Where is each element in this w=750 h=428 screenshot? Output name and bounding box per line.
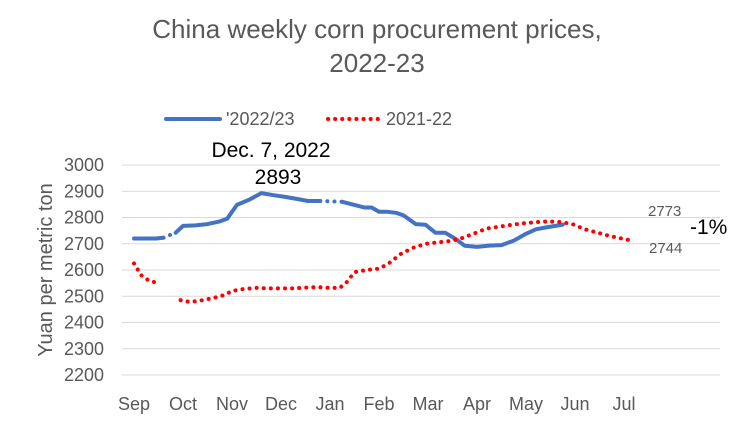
chart-title: China weekly corn procurement prices, — [152, 14, 601, 44]
x-tick-labels: Sep Oct Nov Dec Jan Feb Mar Apr May Jun Jul — [118, 394, 636, 414]
series-lines — [132, 191, 636, 304]
x-tick-label: Dec — [265, 394, 297, 414]
y-axis-label: Yuan per metric ton — [35, 183, 57, 356]
legend: '2022/23 2021-22 — [164, 109, 452, 129]
x-tick-label: Jan — [315, 394, 344, 414]
x-tick-label: Oct — [169, 394, 197, 414]
y-tick-label: 2400 — [64, 313, 104, 333]
series-line-2022-23 — [340, 199, 565, 249]
end-value-2021-22: 2744 — [649, 240, 682, 257]
x-tick-label: Jun — [560, 394, 589, 414]
series-line-2022-23 — [173, 191, 323, 235]
y-tick-label: 2700 — [64, 234, 104, 254]
peak-date-label: Dec. 7, 2022 — [211, 139, 330, 162]
x-tick-label: May — [509, 394, 543, 414]
y-tick-label: 2900 — [64, 181, 104, 201]
annotations: Dec. 7, 2022 2893 2773 -1% 2744 — [211, 139, 727, 257]
series-line-2022-23 — [318, 199, 345, 204]
legend-label-2022-23: '2022/23 — [226, 109, 295, 129]
series-line-2021-22 — [132, 261, 159, 285]
chart-subtitle: 2022-23 — [329, 48, 424, 78]
y-tick-label: 2600 — [64, 260, 104, 280]
end-value-2022-23: 2773 — [648, 203, 681, 220]
y-tick-label: 2200 — [64, 365, 104, 385]
y-tick-label: 2800 — [64, 208, 104, 228]
x-tick-label: Feb — [363, 394, 394, 414]
x-tick-label: Jul — [612, 394, 635, 414]
peak-value-label: 2893 — [255, 166, 302, 189]
series-line-2022-23 — [132, 235, 166, 241]
y-tick-label: 2300 — [64, 339, 104, 359]
series-line-2022-23 — [161, 230, 178, 240]
series-line-2021-22 — [178, 219, 636, 304]
x-tick-label: Mar — [413, 394, 444, 414]
x-tick-label: Nov — [216, 394, 248, 414]
x-tick-label: Sep — [118, 394, 150, 414]
gridlines — [122, 164, 720, 376]
x-tick-label: Apr — [463, 394, 491, 414]
legend-label-2021-22: 2021-22 — [386, 109, 452, 129]
y-tick-labels: 2200 2300 2400 2500 2600 2700 2800 2900 3000 — [64, 155, 104, 385]
y-tick-label: 2500 — [64, 286, 104, 306]
y-tick-label: 3000 — [64, 155, 104, 175]
change-label: -1% — [690, 216, 727, 239]
